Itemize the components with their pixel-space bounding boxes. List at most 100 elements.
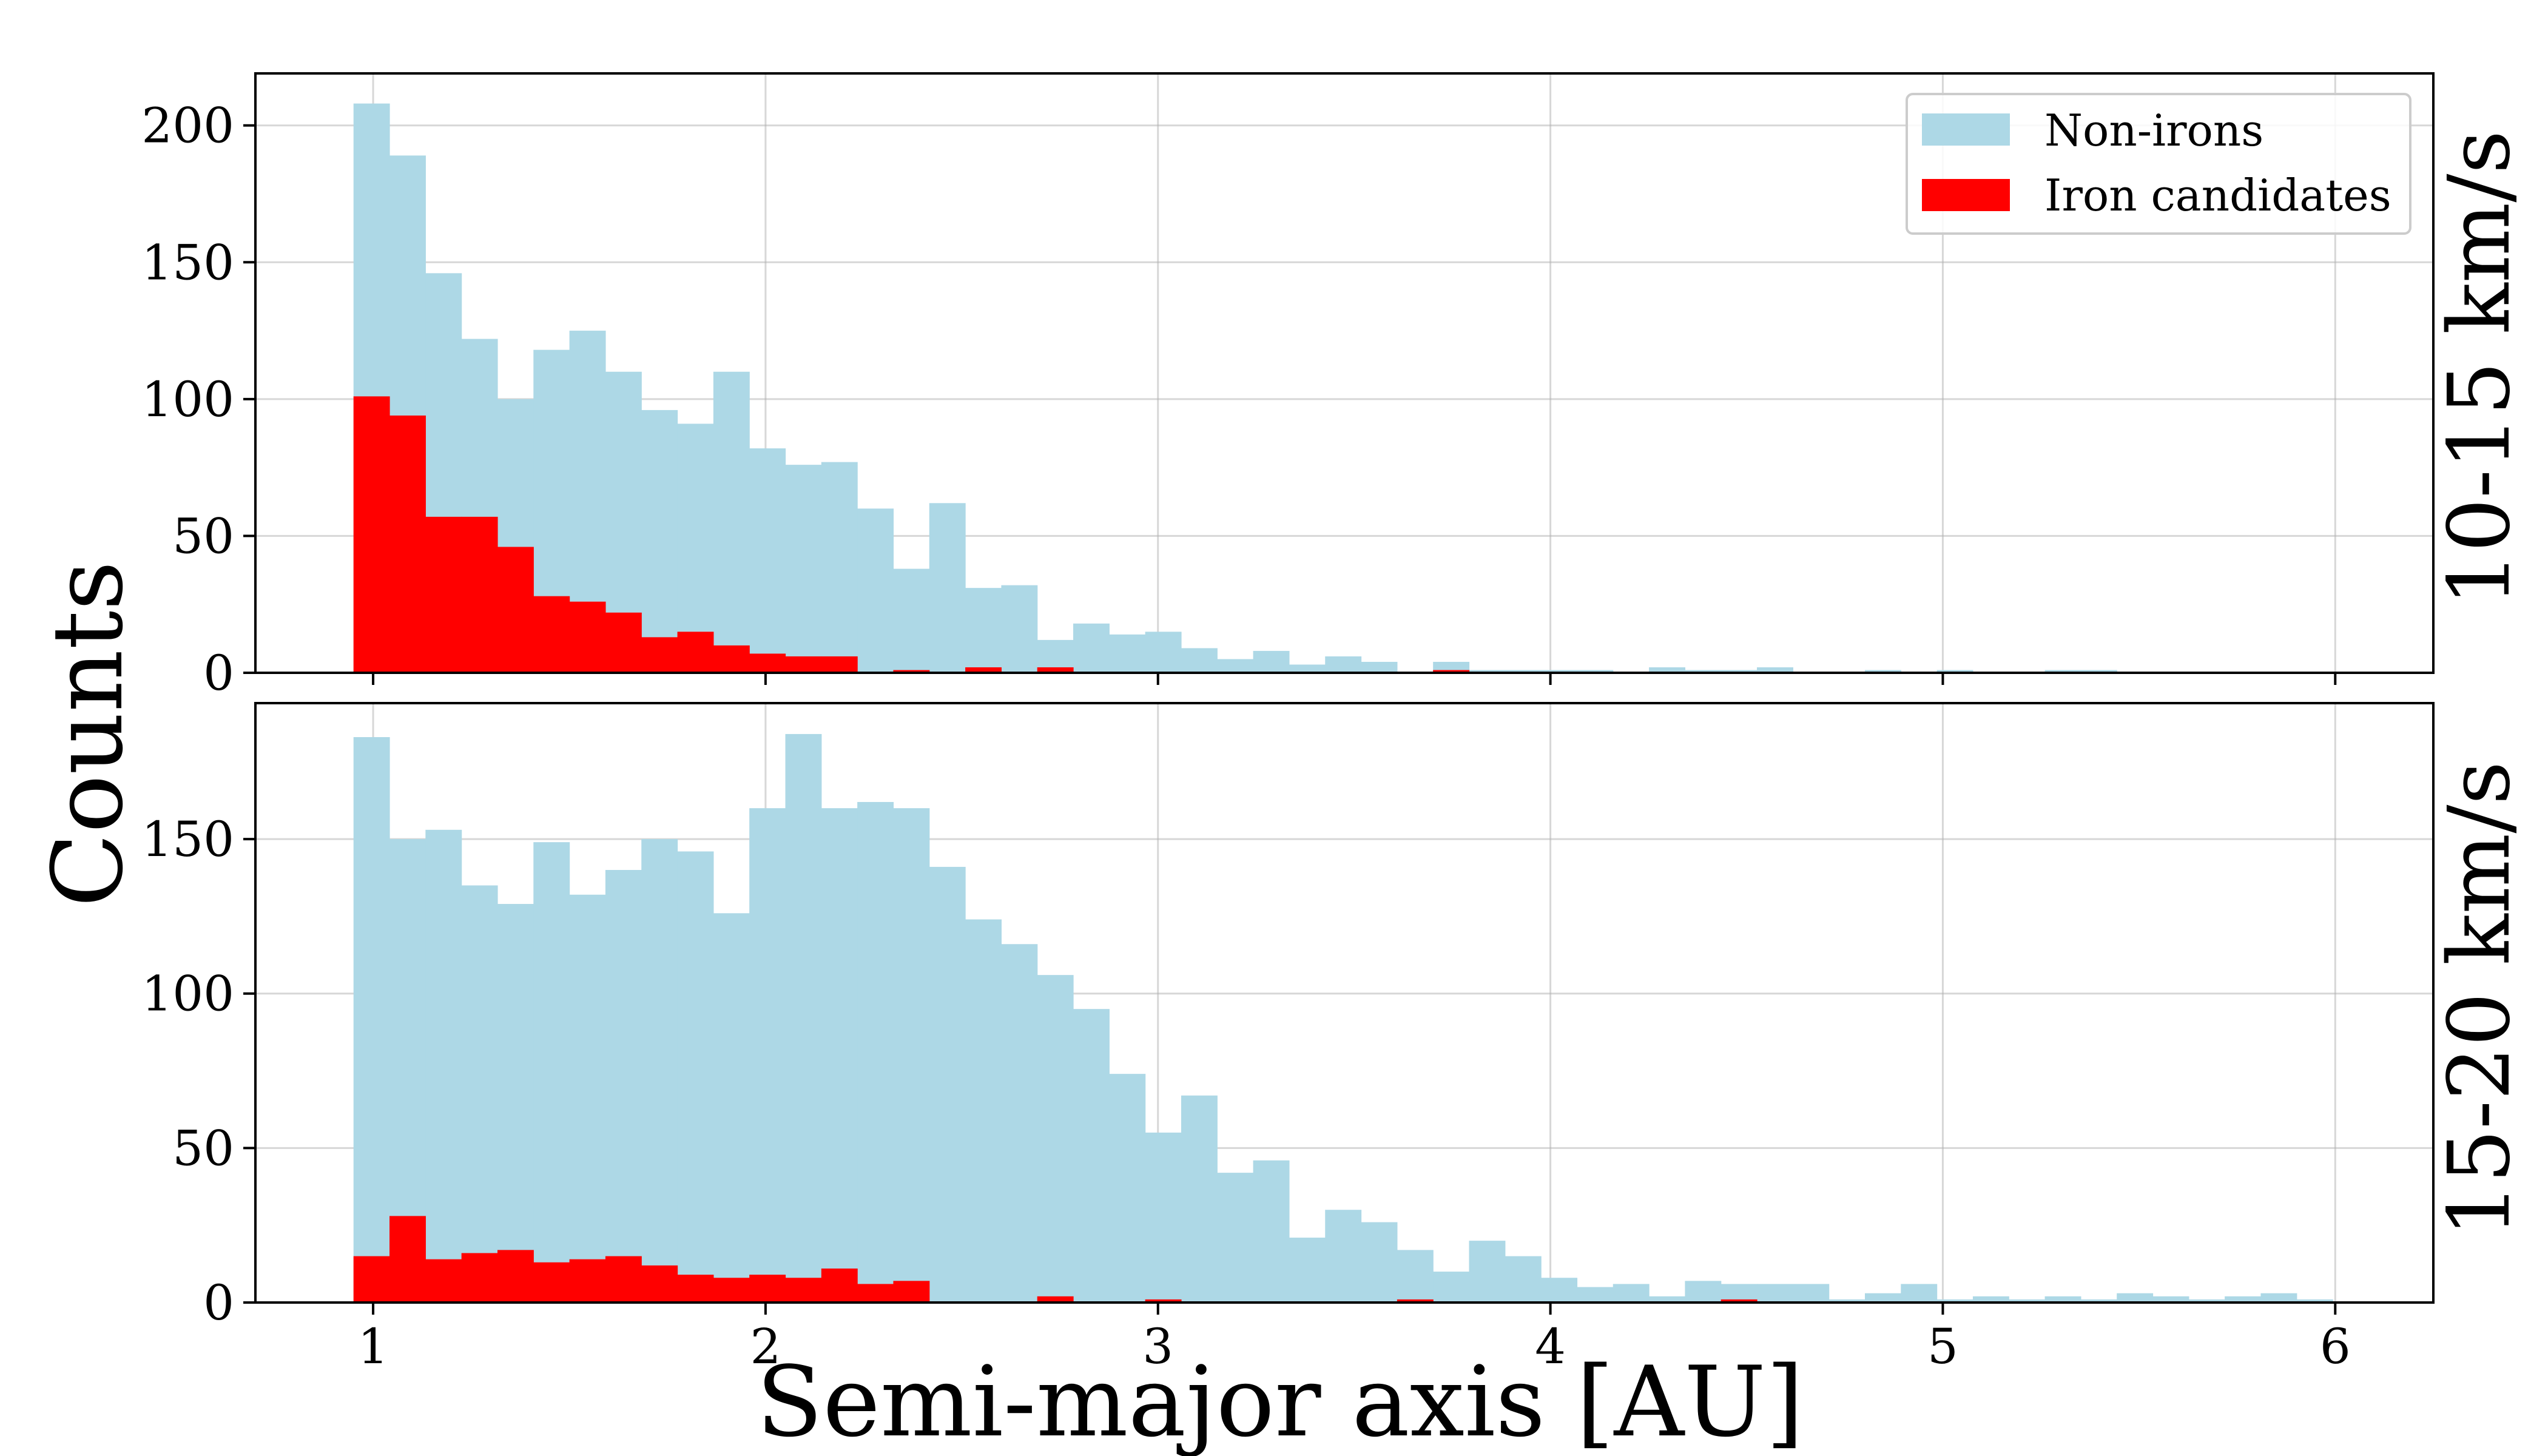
p2-bar-non-irons [2117, 1293, 2154, 1303]
p2-bar-iron-candidates [461, 1253, 498, 1303]
p2-bar-non-irons [1181, 1095, 1218, 1303]
p2-bar-non-irons [2188, 1299, 2225, 1303]
p2-bar-non-irons [1145, 1132, 1182, 1303]
p1-y-tick-label: 100 [141, 371, 234, 428]
p1-bar-iron-candidates [1037, 667, 1074, 673]
p1-bar-iron-candidates [785, 656, 822, 673]
p2-bar-non-irons [1972, 1296, 2009, 1303]
p1-bar-iron-candidates [569, 601, 606, 673]
p1-bar-non-irons [893, 568, 930, 673]
p1-bar-iron-candidates [893, 670, 930, 673]
p2-bar-non-irons [1577, 1287, 1614, 1303]
p1-bar-iron-candidates [677, 632, 714, 673]
p2-bar-non-irons [1685, 1281, 1722, 1303]
p2-bar-iron-candidates [533, 1262, 570, 1303]
p2-bar-non-irons [1001, 944, 1038, 1303]
p1-bar-non-irons [641, 410, 678, 673]
legend-box [1906, 93, 2412, 235]
p2-bar-non-irons [1397, 1250, 1434, 1303]
p1-bar-iron-candidates [749, 653, 786, 673]
p1-bar-non-irons [1181, 648, 1218, 673]
p2-bar-non-irons [2009, 1299, 2046, 1303]
p1-y-tick-label: 0 [203, 645, 234, 701]
x-axis-title: Semi-major axis [AU] [757, 1345, 1804, 1456]
p1-bar-iron-candidates [461, 516, 498, 673]
p2-bar-iron-candidates [389, 1216, 426, 1303]
p2-bar-non-irons [1037, 975, 1074, 1303]
p1-bar-iron-candidates [353, 396, 390, 673]
p2-bar-non-irons [1109, 1074, 1146, 1303]
p1-bar-iron-candidates [605, 612, 642, 673]
p2-bar-non-irons [353, 737, 390, 1303]
p2-bar-iron-candidates [785, 1278, 822, 1303]
p2-bar-non-irons [533, 842, 570, 1303]
p2-bar-iron-candidates [605, 1256, 642, 1303]
p2-bar-non-irons [425, 829, 462, 1303]
p1-bar-iron-candidates [713, 645, 750, 673]
p2-bar-non-irons [1433, 1272, 1470, 1303]
legend: Non-irons Iron candidates [1906, 93, 2412, 235]
p1-axes-frame [254, 72, 2435, 674]
p2-y-tick-label: 0 [203, 1275, 234, 1331]
p2-bar-non-irons [1505, 1256, 1542, 1303]
p2-bar-non-irons [2044, 1296, 2081, 1303]
p2-bar-iron-candidates [857, 1284, 894, 1303]
legend-label-non-irons: Non-irons [2044, 105, 2263, 156]
p2-bar-non-irons [749, 808, 786, 1303]
p1-bar-iron-candidates [497, 547, 534, 673]
p1-bar-iron-candidates [821, 656, 858, 673]
p1-bar-non-irons [749, 448, 786, 673]
p2-bar-iron-candidates [641, 1265, 678, 1303]
p1-bar-iron-candidates [641, 637, 678, 673]
y-axis-title: Counts [31, 561, 144, 907]
p2-y-tick-label: 100 [141, 966, 234, 1022]
p1-bar-non-irons [677, 423, 714, 673]
p1-bar-non-irons [1325, 656, 1362, 673]
p1-bar-iron-candidates [533, 596, 570, 673]
p1-bar-non-irons [1649, 667, 1685, 673]
p2-x-tick-label: 5 [1927, 1318, 1958, 1375]
p2-x-tick-label: 6 [2320, 1318, 2351, 1375]
panel-label-10-15-kms: 10-15 km/s [2430, 130, 2529, 607]
p2-bar-iron-candidates [425, 1259, 462, 1303]
p2-bar-non-irons [1253, 1160, 1290, 1303]
p2-bar-non-irons [1073, 1009, 1110, 1303]
p2-bar-iron-candidates [677, 1275, 714, 1303]
p2-bar-non-irons [605, 870, 642, 1303]
p1-bar-non-irons [1936, 670, 1973, 673]
p1-bar-non-irons [1685, 670, 1722, 673]
p2-bar-non-irons [965, 919, 1002, 1303]
p2-bar-iron-candidates [893, 1281, 930, 1303]
p1-bar-non-irons [965, 588, 1002, 673]
p2-bar-non-irons [1757, 1284, 1793, 1303]
p2-bar-non-irons [677, 851, 714, 1303]
p2-bar-non-irons [2152, 1296, 2189, 1303]
p1-bar-iron-candidates [425, 516, 462, 673]
p1-bar-iron-candidates [389, 415, 426, 673]
p1-bar-non-irons [1073, 623, 1110, 673]
panel-label-15-20-kms: 15-20 km/s [2430, 761, 2529, 1238]
p1-bar-non-irons [2044, 670, 2081, 673]
p1-bar-non-irons [1001, 585, 1038, 673]
p2-bar-non-irons [2080, 1299, 2117, 1303]
p2-bar-non-irons [641, 839, 678, 1303]
p2-bar-non-irons [1541, 1278, 1578, 1303]
p2-bar-iron-candidates [749, 1275, 786, 1303]
p1-bar-non-irons [1757, 667, 1793, 673]
p2-bar-non-irons [497, 904, 534, 1303]
p2-bar-iron-candidates [1397, 1299, 1434, 1303]
p1-bar-non-irons [1469, 670, 1506, 673]
p1-bar-non-irons [785, 465, 822, 673]
p2-y-tick-label: 150 [141, 811, 234, 868]
p2-bar-iron-candidates [713, 1278, 750, 1303]
p1-bar-non-irons [1217, 659, 1254, 673]
p2-bar-non-irons [1936, 1299, 1973, 1303]
p2-x-tick-label: 1 [358, 1318, 389, 1375]
p2-bar-non-irons [893, 808, 930, 1303]
p2-bar-non-irons [929, 866, 966, 1303]
p1-bar-iron-candidates [965, 667, 1002, 673]
p1-bar-non-irons [821, 462, 858, 673]
p2-bar-iron-candidates [1721, 1299, 1758, 1303]
p1-y-tick-label: 50 [172, 508, 234, 564]
p2-bar-non-irons [857, 801, 894, 1303]
